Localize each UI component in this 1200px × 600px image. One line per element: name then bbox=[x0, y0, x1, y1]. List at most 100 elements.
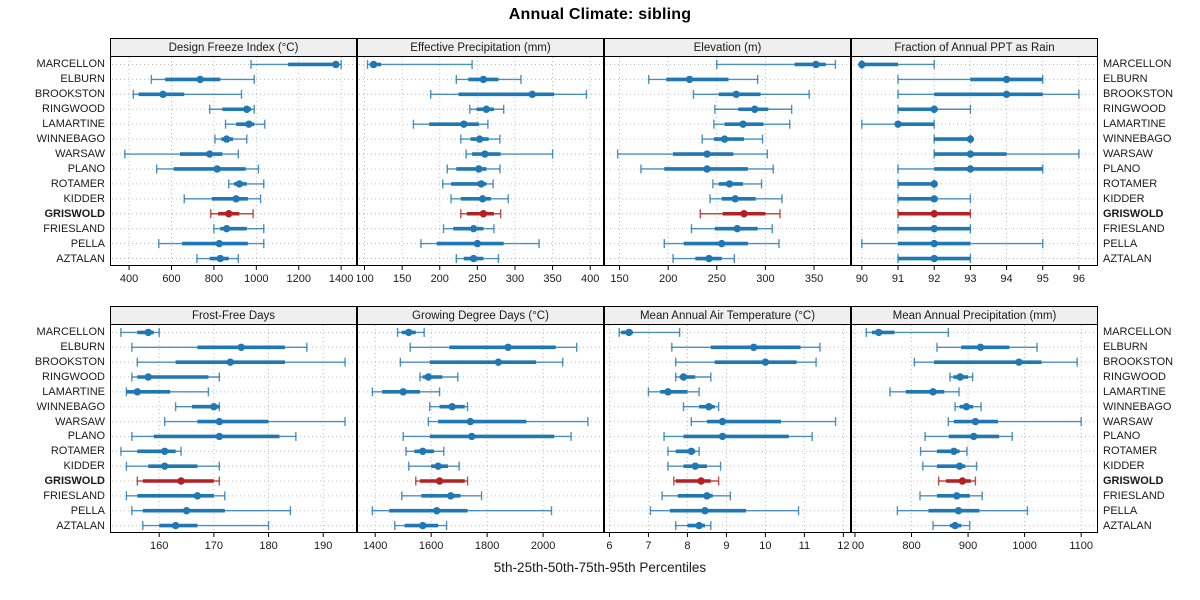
row-label-right: AZTALAN bbox=[1103, 252, 1152, 265]
row-label-right: ROTAMER bbox=[1103, 177, 1158, 190]
percentile-row-kidder bbox=[183, 194, 262, 204]
percentile-row-pella bbox=[649, 506, 800, 516]
panel-title: Mean Annual Precipitation (mm) bbox=[892, 309, 1057, 322]
row-label-right: ELBURN bbox=[1103, 341, 1148, 354]
percentile-row-rotamer bbox=[667, 446, 700, 456]
panel-strip: Elevation (m) bbox=[604, 38, 851, 57]
panel-growing-degree-days-c: 1400 1600 1800 2000 bbox=[357, 324, 604, 552]
row-label-right: WARSAW bbox=[1103, 148, 1153, 161]
percentile-row-elburn bbox=[671, 342, 821, 352]
percentile-row-griswold bbox=[673, 476, 720, 486]
row-label-right: FRIESLAND bbox=[1103, 222, 1165, 235]
x-tick-label: 350 bbox=[805, 273, 823, 285]
percentile-row-brookston bbox=[136, 357, 346, 367]
percentile-row-kidder bbox=[450, 194, 509, 204]
percentile-row-elburn bbox=[936, 342, 1038, 352]
percentile-row-rotamer bbox=[405, 446, 445, 456]
percentile-row-griswold bbox=[210, 209, 254, 219]
x-tick-label: 6 bbox=[606, 540, 612, 552]
percentile-row-lamartine bbox=[125, 387, 210, 397]
x-tick-label: 900 bbox=[959, 540, 977, 552]
row-label-left: WARSAW bbox=[55, 148, 105, 161]
row-label-left: BROOKSTON bbox=[34, 88, 105, 101]
x-tick-label: 1600 bbox=[419, 540, 443, 552]
percentile-row-warsaw bbox=[947, 417, 1082, 427]
x-tick-label: 11 bbox=[799, 540, 810, 552]
row-label-left: AZTALAN bbox=[56, 252, 105, 265]
row-label-left: PELLA bbox=[70, 237, 105, 250]
percentile-row-aztalan bbox=[675, 521, 712, 531]
percentile-row-brookston bbox=[675, 357, 817, 367]
percentile-row-elburn bbox=[131, 342, 308, 352]
percentile-row-brookston bbox=[132, 89, 243, 99]
percentile-row-aztalan bbox=[196, 254, 240, 264]
row-label-right: WINNEBAGO bbox=[1103, 133, 1172, 146]
percentile-row-marcellon bbox=[366, 59, 473, 69]
x-tick-label: 400 bbox=[120, 273, 138, 285]
percentiles-caption: 5th-25th-50th-75th-95th Percentiles bbox=[493, 560, 707, 575]
x-tick-label: 8 bbox=[684, 540, 690, 552]
x-tick-label: 100 bbox=[357, 273, 374, 285]
percentile-row-ringwood bbox=[714, 104, 793, 114]
row-label-right: GRISWOLD bbox=[1103, 207, 1164, 220]
percentile-row-rotamer bbox=[897, 179, 938, 189]
row-label-right: ROTAMER bbox=[1103, 445, 1158, 458]
percentile-row-brookston bbox=[430, 89, 588, 99]
row-label-right: WARSAW bbox=[1103, 415, 1153, 428]
row-label-left: GRISWOLD bbox=[44, 475, 106, 487]
row-label-right: WINNEBAGO bbox=[1103, 400, 1172, 413]
x-tick-label: 1200 bbox=[286, 273, 310, 285]
percentile-row-winnebago bbox=[214, 134, 248, 144]
percentile-row-griswold bbox=[136, 476, 221, 486]
panel-title: Effective Precipitation (mm) bbox=[410, 41, 551, 54]
percentile-row-elburn bbox=[648, 74, 759, 84]
percentile-row-winnebago bbox=[682, 402, 720, 412]
percentile-row-marcellon bbox=[716, 59, 837, 69]
percentile-row-aztalan bbox=[455, 254, 500, 264]
row-label-left: FRIESLAND bbox=[43, 489, 105, 502]
percentile-row-elburn bbox=[409, 342, 578, 352]
percentile-row-aztalan bbox=[932, 521, 971, 531]
percentile-row-ringwood bbox=[675, 372, 712, 382]
percentile-row-marcellon bbox=[250, 59, 342, 69]
panel-fraction-of-annual-ppt-as-rain: 90 91 92 93 94 95 96 bbox=[851, 56, 1098, 285]
percentile-row-winnebago bbox=[954, 402, 982, 412]
x-tick-label: 170 bbox=[205, 540, 223, 552]
x-tick-label: 90 bbox=[856, 273, 868, 285]
percentile-row-friesland bbox=[401, 491, 483, 501]
panel-title: Fraction of Annual PPT as Rain bbox=[894, 41, 1055, 54]
percentile-row-marcellon bbox=[858, 59, 935, 69]
x-tick-label: 96 bbox=[1073, 273, 1085, 285]
percentile-row-kidder bbox=[709, 194, 783, 204]
x-tick-label: 1400 bbox=[363, 540, 387, 552]
row-label-left: BROOKSTON bbox=[34, 356, 105, 369]
row-label-right: PELLA bbox=[1103, 504, 1138, 517]
percentile-row-winnebago bbox=[429, 402, 469, 412]
x-tick-label: 10 bbox=[759, 540, 771, 552]
percentile-row-aztalan bbox=[672, 254, 735, 264]
row-label-right: RINGWOOD bbox=[1103, 103, 1166, 116]
x-tick-label: 800 bbox=[902, 540, 920, 552]
x-tick-label: 250 bbox=[468, 273, 486, 285]
row-label-left: LAMARTINE bbox=[42, 385, 105, 398]
x-tick-label: 800 bbox=[205, 273, 223, 285]
percentile-row-ringwood bbox=[419, 372, 459, 382]
x-tick-label: 91 bbox=[892, 273, 904, 285]
row-label-right: BROOKSTON bbox=[1103, 88, 1174, 101]
x-tick-label: 94 bbox=[1000, 273, 1012, 285]
panel-design-freeze-index-c: 400 600 800 1000 1200 1400 bbox=[110, 56, 357, 285]
row-label-right: BROOKSTON bbox=[1103, 356, 1174, 369]
percentile-row-plano bbox=[924, 431, 1013, 441]
percentile-row-ringwood bbox=[469, 104, 505, 114]
percentile-row-pella bbox=[158, 239, 265, 249]
x-tick-label: 2000 bbox=[531, 540, 555, 552]
percentile-row-kidder bbox=[897, 194, 972, 204]
x-tick-label: 200 bbox=[431, 273, 449, 285]
x-tick-label: 7 bbox=[645, 540, 651, 552]
row-label-left: WINNEBAGO bbox=[36, 133, 105, 146]
x-tick-label: 93 bbox=[964, 273, 976, 285]
percentile-row-pella bbox=[861, 239, 1044, 249]
x-tick-label: 1000 bbox=[1012, 540, 1036, 552]
row-label-left: PLANO bbox=[67, 430, 105, 443]
percentile-row-griswold bbox=[897, 209, 972, 219]
